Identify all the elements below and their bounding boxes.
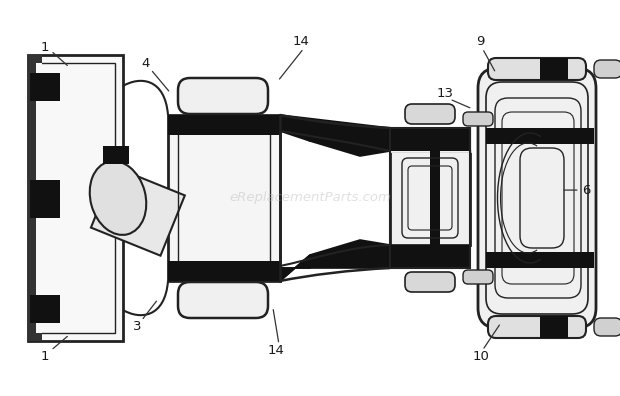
Polygon shape	[280, 255, 310, 281]
Bar	[30, 295, 60, 323]
Bar	[178, 125, 270, 271]
Text: 14: 14	[292, 35, 309, 48]
Text: eReplacementParts.com: eReplacementParts.com	[229, 192, 391, 204]
Bar	[168, 115, 280, 135]
Text: 6: 6	[582, 184, 590, 196]
Bar	[390, 151, 470, 245]
Bar	[36, 63, 115, 333]
FancyBboxPatch shape	[488, 58, 586, 80]
Bar	[30, 180, 60, 218]
Bar	[540, 316, 568, 338]
Text: 4: 4	[141, 57, 150, 70]
Bar	[486, 252, 594, 268]
Text: 1: 1	[40, 41, 49, 54]
FancyBboxPatch shape	[178, 282, 268, 318]
Bar	[168, 115, 280, 281]
Bar	[36, 63, 42, 333]
Text: 3: 3	[133, 320, 142, 333]
Bar	[390, 128, 470, 151]
FancyBboxPatch shape	[594, 60, 620, 78]
Text: 1: 1	[40, 350, 49, 363]
Bar	[430, 151, 440, 245]
FancyBboxPatch shape	[594, 318, 620, 336]
Bar	[28, 55, 42, 341]
Bar	[168, 261, 280, 281]
Bar	[486, 128, 594, 144]
Text: 13: 13	[436, 87, 454, 99]
Bar	[540, 58, 568, 80]
FancyBboxPatch shape	[488, 316, 586, 338]
Text: 14: 14	[267, 344, 285, 357]
FancyBboxPatch shape	[478, 68, 596, 328]
Polygon shape	[280, 240, 390, 281]
Text: 10: 10	[472, 350, 489, 363]
FancyBboxPatch shape	[405, 104, 455, 124]
FancyBboxPatch shape	[463, 270, 493, 284]
Polygon shape	[280, 115, 310, 141]
Polygon shape	[280, 115, 390, 156]
Bar	[28, 55, 123, 341]
Bar	[390, 128, 470, 151]
Bar	[390, 128, 470, 268]
Ellipse shape	[90, 161, 146, 235]
Bar	[390, 245, 470, 268]
FancyBboxPatch shape	[463, 112, 493, 126]
Text: 9: 9	[476, 35, 485, 48]
FancyBboxPatch shape	[405, 272, 455, 292]
Bar	[103, 146, 129, 164]
Bar	[91, 168, 185, 256]
FancyBboxPatch shape	[178, 78, 268, 114]
Bar	[30, 73, 60, 101]
